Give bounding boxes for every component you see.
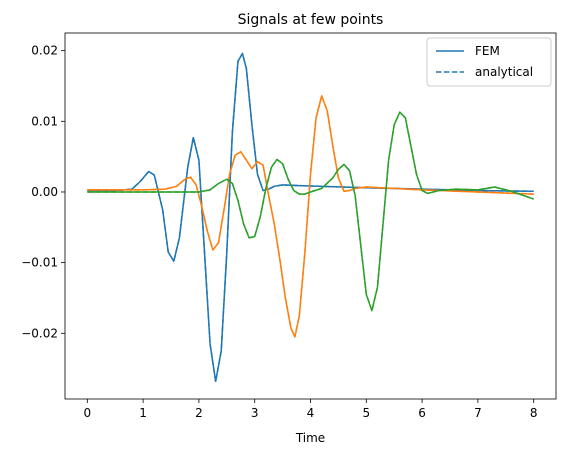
y-tick-label: −0.02 bbox=[21, 326, 58, 340]
x-tick-label: 5 bbox=[362, 406, 370, 420]
y-tick-label: 0.00 bbox=[31, 185, 58, 199]
series-layer bbox=[87, 52, 534, 383]
chart-title: Signals at few points bbox=[238, 12, 384, 28]
x-tick-label: 4 bbox=[307, 406, 315, 420]
legend-label-1: FEM bbox=[475, 44, 500, 58]
x-tick-label: 3 bbox=[251, 406, 259, 420]
series-2-analytical-line bbox=[87, 95, 534, 338]
x-tick-label: 1 bbox=[139, 406, 147, 420]
x-tick-label: 8 bbox=[530, 406, 538, 420]
x-tick-label: 7 bbox=[474, 406, 482, 420]
legend-box bbox=[426, 37, 552, 87]
axes-layer: 0 1 2 3 4 5 6 7 8 −0.02 −0.01 0.00 0.01 0.02 bbox=[21, 32, 557, 420]
y-tick-label: 0.01 bbox=[31, 114, 58, 128]
y-tick-label: 0.02 bbox=[31, 44, 58, 58]
legend: FEM analytical bbox=[426, 37, 552, 87]
x-axis-label: Time bbox=[295, 431, 325, 445]
x-tick-label: 0 bbox=[83, 406, 91, 420]
x-tick-label: 2 bbox=[195, 406, 203, 420]
legend-label-2: analytical bbox=[475, 65, 533, 79]
x-tick-label: 6 bbox=[418, 406, 426, 420]
series-3-analytical-line bbox=[87, 111, 534, 312]
y-tick-label: −0.01 bbox=[21, 256, 58, 270]
